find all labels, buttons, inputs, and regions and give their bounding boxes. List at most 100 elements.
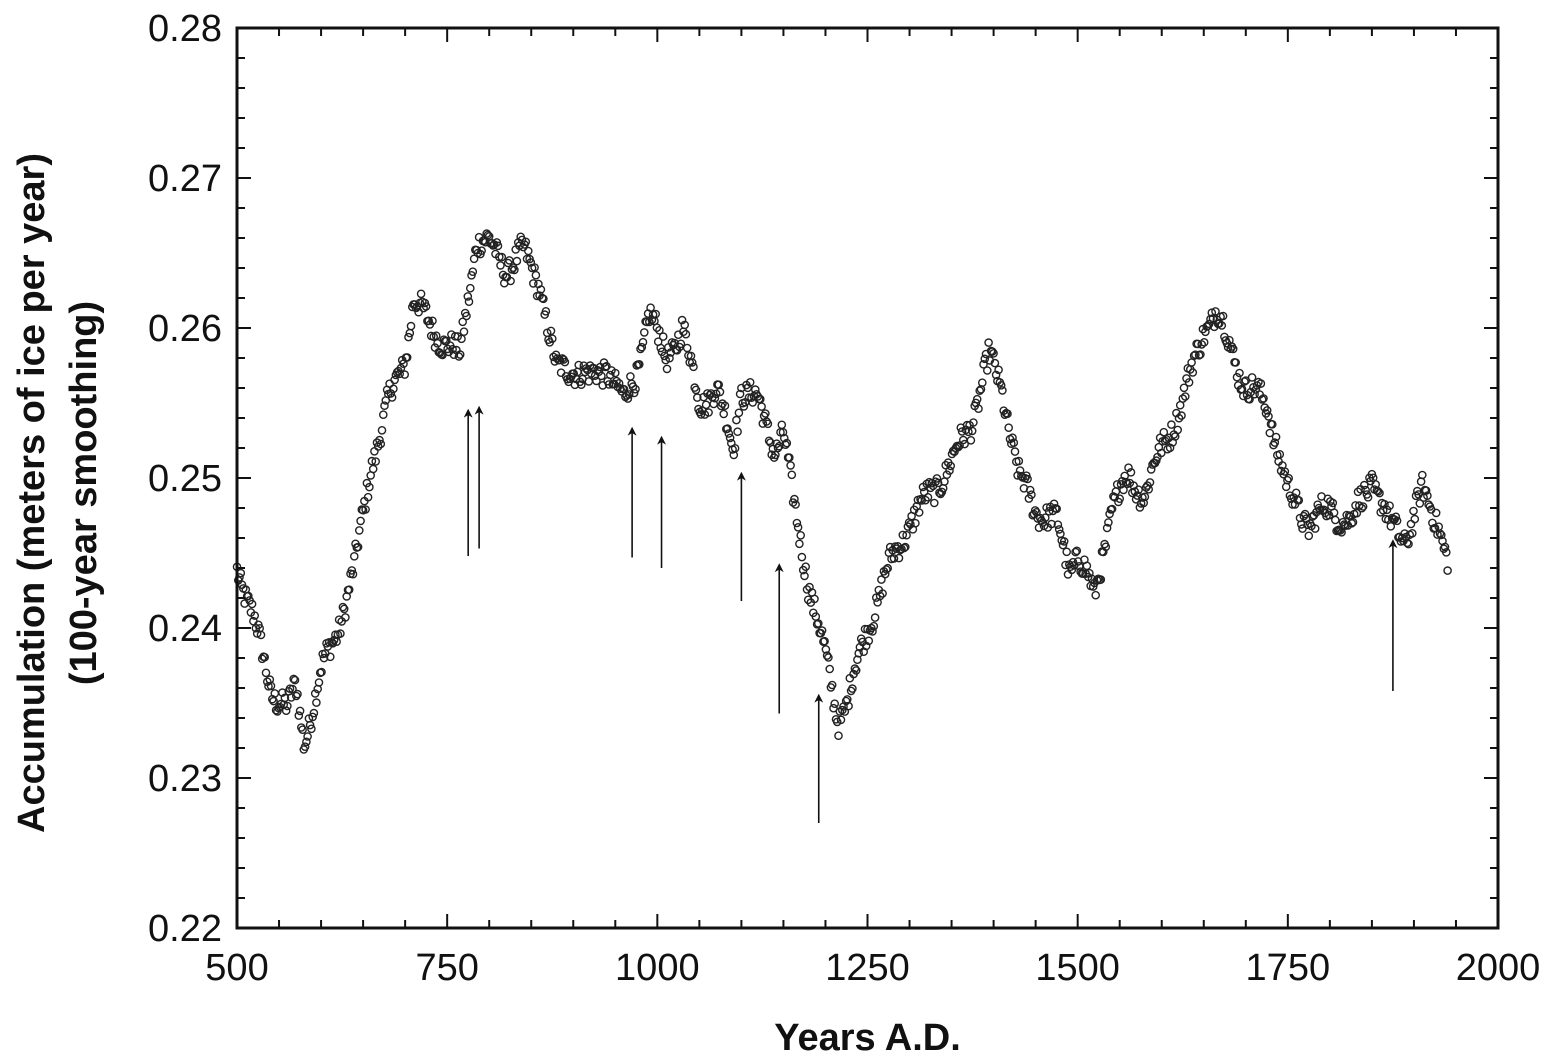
data-point [435, 348, 445, 358]
data-point [985, 356, 995, 365]
data-point [314, 678, 324, 687]
data-point [996, 380, 1006, 390]
data-point [1039, 521, 1049, 531]
data-point [280, 693, 290, 703]
data-point [662, 364, 672, 374]
data-point [512, 256, 522, 266]
data-point [548, 334, 557, 344]
data-point [524, 246, 533, 256]
data-point [1124, 463, 1133, 473]
data-point [724, 429, 734, 438]
data-point [1271, 432, 1281, 442]
data-point [288, 684, 297, 694]
data-point [974, 404, 983, 414]
data-point [1072, 546, 1082, 556]
y-axis-title: Accumulation (meters of ice per year) (1… [11, 153, 105, 833]
data-point [1424, 500, 1433, 509]
data-point [878, 589, 887, 598]
data-point [1117, 476, 1127, 486]
data-point [830, 699, 840, 709]
data-point [1324, 510, 1334, 520]
data-point [791, 500, 800, 509]
data-point [387, 393, 397, 402]
data-point [389, 384, 398, 394]
data-point [1008, 433, 1017, 443]
data-point [1437, 530, 1446, 540]
data-point [319, 653, 329, 663]
data-point [469, 254, 479, 264]
data-point [805, 582, 814, 592]
data-point [723, 424, 732, 433]
data-point [1337, 528, 1346, 537]
data-point [1139, 498, 1148, 508]
data-point [844, 701, 853, 711]
data-point [1207, 308, 1217, 318]
data-point [1404, 539, 1413, 549]
data-point [772, 439, 782, 449]
data-point [682, 343, 692, 353]
data-point [851, 666, 861, 675]
data-point [464, 297, 474, 307]
data-point [303, 732, 312, 741]
data-point [638, 337, 648, 347]
data-point [793, 523, 803, 532]
data-point [1270, 438, 1280, 447]
data-point [894, 553, 904, 563]
data-point [459, 327, 469, 337]
data-point [1129, 481, 1138, 490]
data-point [1231, 358, 1240, 367]
y-tick-label: 0.26 [148, 308, 222, 350]
data-point [454, 352, 464, 361]
data-point [1408, 529, 1417, 538]
data-point [305, 720, 315, 730]
data-point [404, 332, 413, 342]
data-point [493, 241, 503, 251]
data-point [745, 377, 755, 387]
data-point [457, 334, 466, 344]
data-point [966, 435, 976, 445]
data-point [1328, 498, 1338, 508]
data-point [250, 611, 259, 620]
data-point [972, 394, 982, 404]
y-tick-label: 0.24 [148, 608, 222, 650]
data-point [635, 359, 644, 369]
data-point [1054, 525, 1064, 534]
data-point [261, 668, 271, 678]
data-point [592, 376, 601, 386]
data-point [298, 725, 307, 735]
data-point [327, 638, 336, 647]
data-point [347, 566, 357, 575]
data-point [1265, 428, 1275, 438]
data-point [1172, 408, 1181, 418]
data-point [680, 320, 690, 330]
y-tick-label: 0.28 [148, 8, 222, 50]
data-point [757, 402, 766, 411]
data-point [854, 649, 864, 658]
data-point [560, 357, 570, 367]
data-point [926, 483, 935, 493]
data-point [363, 492, 373, 502]
data-point [574, 360, 584, 370]
data-point [1041, 513, 1050, 523]
data-point [584, 377, 594, 386]
data-point [1373, 487, 1383, 496]
data-point [820, 636, 829, 646]
data-point [1304, 531, 1314, 541]
data-point [1331, 515, 1340, 525]
y-tick-label: 0.23 [148, 758, 222, 800]
data-point [681, 329, 691, 339]
data-point [312, 698, 321, 707]
y-tick-label: 0.25 [148, 458, 222, 500]
data-point [914, 508, 924, 517]
data-point [677, 315, 687, 325]
data-point [317, 667, 326, 677]
data-point [1211, 307, 1220, 316]
data-point [1032, 507, 1041, 517]
data-point [1371, 480, 1380, 489]
data-point [462, 311, 471, 321]
data-point [1199, 337, 1209, 347]
data-point [733, 427, 742, 437]
data-point [390, 375, 399, 385]
data-point [1196, 350, 1205, 359]
data-point [764, 436, 774, 446]
